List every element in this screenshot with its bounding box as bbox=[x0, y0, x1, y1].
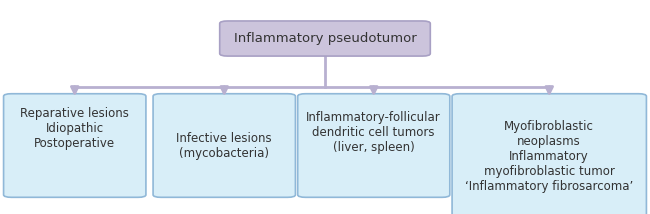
Text: Infective lesions
(mycobacteria): Infective lesions (mycobacteria) bbox=[176, 132, 272, 159]
Text: Reparative lesions
Idiopathic
Postoperative: Reparative lesions Idiopathic Postoperat… bbox=[20, 107, 129, 150]
FancyBboxPatch shape bbox=[220, 21, 430, 56]
Text: Inflammatory pseudotumor: Inflammatory pseudotumor bbox=[233, 32, 417, 45]
FancyBboxPatch shape bbox=[153, 94, 295, 197]
Text: Myofibroblastic
neoplasms
Inflammatory
myofibroblastic tumor
‘Inflammatory fibro: Myofibroblastic neoplasms Inflammatory m… bbox=[465, 120, 633, 193]
FancyBboxPatch shape bbox=[4, 94, 146, 197]
FancyBboxPatch shape bbox=[452, 94, 646, 214]
Text: Inflammatory-follicular
dendritic cell tumors
(liver, spleen): Inflammatory-follicular dendritic cell t… bbox=[306, 111, 441, 154]
FancyBboxPatch shape bbox=[298, 94, 450, 197]
